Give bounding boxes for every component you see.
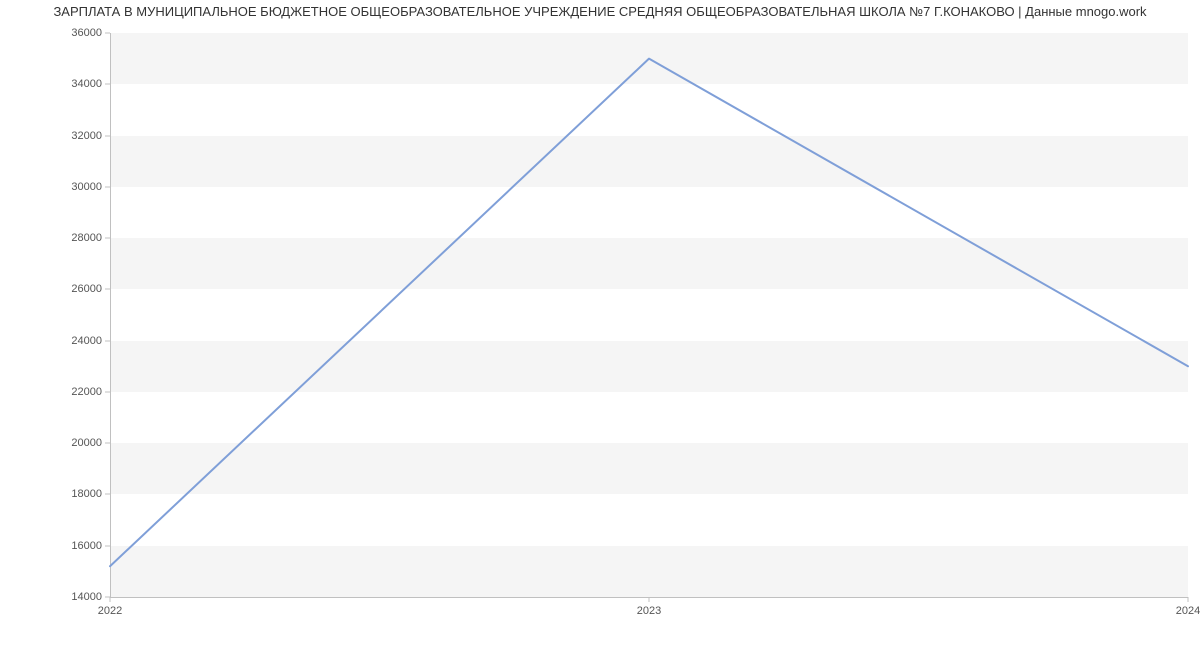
chart-container: ЗАРПЛАТА В МУНИЦИПАЛЬНОЕ БЮДЖЕТНОЕ ОБЩЕО…	[0, 0, 1200, 650]
series-line	[110, 59, 1188, 567]
y-tick-label: 30000	[71, 181, 110, 193]
y-tick-label: 34000	[71, 78, 110, 90]
plot-area: 1400016000180002000022000240002600028000…	[110, 33, 1188, 597]
y-tick-label: 36000	[71, 27, 110, 39]
x-tick-label: 2022	[98, 597, 122, 617]
y-tick-label: 24000	[71, 335, 110, 347]
y-tick-label: 16000	[71, 540, 110, 552]
chart-title: ЗАРПЛАТА В МУНИЦИПАЛЬНОЕ БЮДЖЕТНОЕ ОБЩЕО…	[0, 4, 1200, 19]
y-tick-label: 26000	[71, 283, 110, 295]
line-series-layer	[110, 33, 1188, 597]
y-tick-label: 22000	[71, 386, 110, 398]
y-tick-label: 18000	[71, 488, 110, 500]
y-tick-label: 28000	[71, 232, 110, 244]
y-tick-label: 32000	[71, 130, 110, 142]
y-tick-label: 20000	[71, 437, 110, 449]
x-tick-label: 2023	[637, 597, 661, 617]
x-tick-label: 2024	[1176, 597, 1200, 617]
